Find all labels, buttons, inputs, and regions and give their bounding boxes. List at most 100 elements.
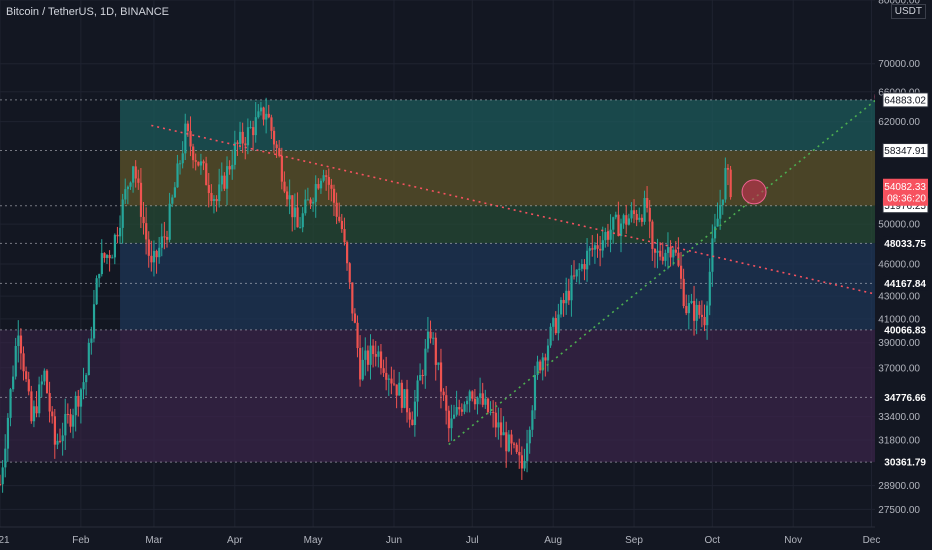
candle — [25, 371, 28, 380]
candle — [121, 199, 124, 228]
candle — [92, 304, 96, 339]
candle — [528, 429, 531, 444]
candle — [497, 422, 500, 428]
candle — [103, 253, 106, 258]
price-tick-label: 41000.00 — [878, 314, 920, 325]
candle — [359, 348, 362, 380]
target-marker[interactable] — [741, 179, 767, 205]
candle — [176, 163, 179, 188]
candle — [586, 250, 589, 270]
candle — [113, 234, 117, 258]
candle — [706, 305, 709, 326]
candle — [489, 411, 492, 413]
candle — [625, 215, 628, 225]
level-label[interactable]: 30361.79 — [884, 458, 926, 469]
candle — [609, 229, 612, 240]
candle — [656, 250, 659, 253]
candle — [38, 384, 41, 414]
candle — [695, 304, 698, 321]
trendline[interactable] — [448, 73, 909, 446]
candle — [531, 410, 534, 430]
currency-unit[interactable]: USDT — [890, 4, 926, 19]
candle — [241, 131, 244, 144]
candle — [523, 460, 526, 469]
candle — [353, 313, 357, 323]
candle — [385, 372, 388, 380]
candle — [633, 210, 636, 215]
candle — [361, 359, 364, 380]
candle — [486, 398, 490, 413]
candle — [400, 382, 404, 408]
candle — [160, 236, 163, 248]
candle — [479, 393, 482, 398]
candle — [100, 253, 103, 275]
candle — [630, 210, 633, 219]
level-label[interactable]: 40066.83 — [884, 325, 926, 336]
current-price-box — [883, 178, 928, 206]
candle — [426, 331, 430, 349]
candle — [643, 197, 646, 222]
candle — [226, 166, 229, 189]
candle — [152, 250, 156, 263]
candle — [228, 166, 231, 170]
candle — [646, 197, 649, 208]
candle — [403, 389, 406, 408]
level-label[interactable]: 58347.91 — [884, 146, 926, 157]
price-tick-label: 46000.00 — [878, 259, 920, 270]
candle — [6, 417, 10, 449]
zone-band — [120, 99, 875, 151]
candle — [387, 378, 390, 380]
candle — [377, 351, 380, 357]
candle — [442, 391, 445, 396]
candle — [562, 299, 565, 304]
trendlines[interactable] — [151, 73, 909, 446]
zone-band — [120, 243, 875, 330]
candle — [578, 268, 581, 270]
time-axis[interactable]: 21 Feb Mar Apr May Jun Jul Aug Sep Oct Nov Dec — [0, 526, 932, 550]
level-label[interactable]: 48033.75 — [884, 239, 926, 250]
candle — [210, 192, 213, 202]
candle — [22, 353, 25, 372]
level-label-bg — [883, 390, 928, 405]
candle — [137, 178, 140, 183]
price-axis[interactable]: 80000.0070000.0066000.0062000.0050000.00… — [875, 0, 932, 550]
candle — [111, 257, 114, 259]
level-label[interactable]: 51976.25 — [884, 201, 926, 212]
candle — [317, 184, 320, 189]
level-label[interactable]: 34776.66 — [884, 393, 926, 404]
candle — [369, 345, 372, 365]
candle — [580, 264, 584, 269]
candle — [682, 278, 685, 306]
candle — [546, 345, 550, 361]
candle — [473, 398, 477, 405]
candle — [614, 214, 617, 218]
candle — [416, 380, 419, 402]
candle — [437, 362, 440, 365]
candle — [606, 232, 610, 240]
candle — [640, 217, 644, 222]
level-label[interactable]: 44167.84 — [884, 279, 926, 290]
candle — [429, 331, 432, 339]
candle — [220, 175, 223, 185]
candle — [90, 338, 93, 343]
candle — [51, 411, 54, 417]
candle — [278, 148, 281, 156]
candle — [85, 375, 88, 383]
candle — [335, 202, 338, 217]
candle — [434, 337, 437, 365]
time-tick-label: Jul — [466, 535, 479, 546]
candle — [184, 123, 187, 154]
candle — [105, 255, 109, 258]
candle — [687, 303, 691, 314]
level-label[interactable]: 64883.02 — [884, 95, 926, 106]
candle — [189, 131, 192, 147]
candle — [215, 198, 218, 202]
candle — [716, 218, 719, 227]
candle — [526, 443, 529, 461]
candle — [398, 382, 401, 396]
time-tick-label: Apr — [227, 535, 243, 546]
price-tick-label: 43000.00 — [878, 292, 920, 303]
candle — [129, 182, 132, 187]
candle — [674, 249, 677, 253]
